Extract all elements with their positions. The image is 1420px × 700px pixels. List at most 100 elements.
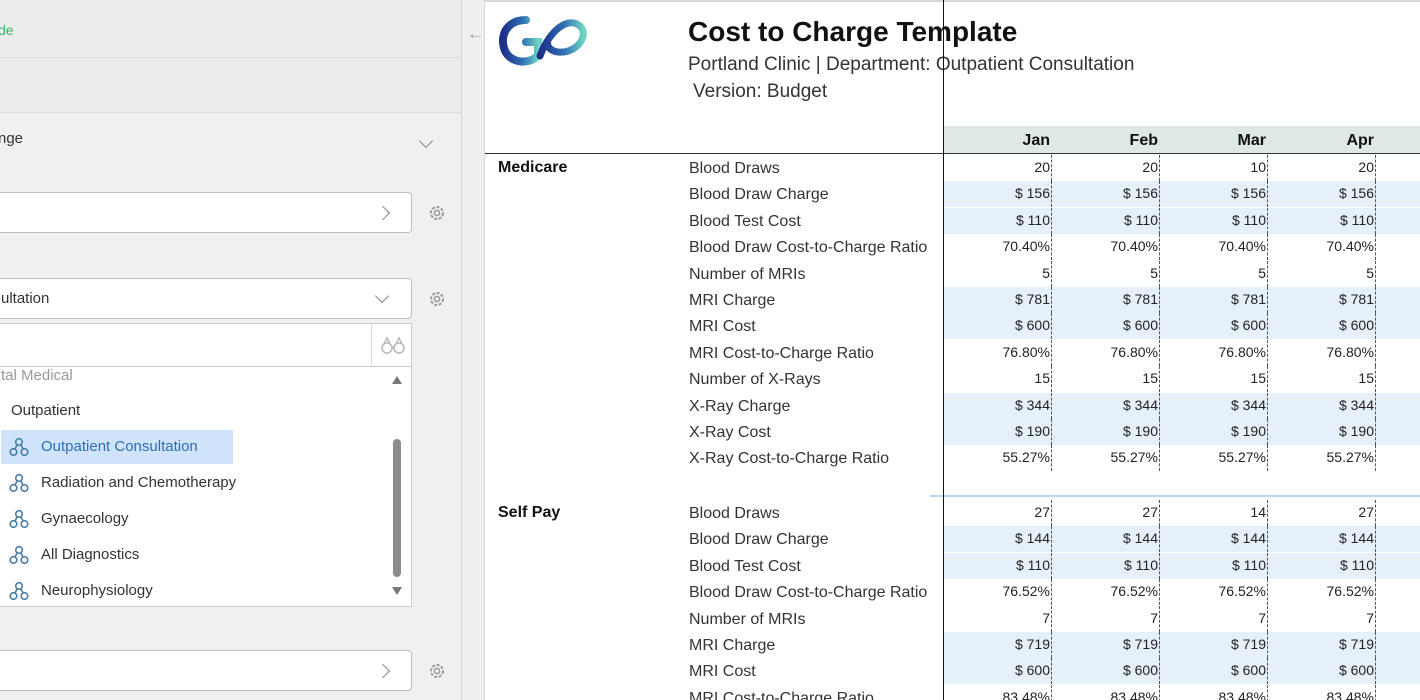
table-cell[interactable]: 70.40% xyxy=(1002,238,1050,255)
table-cell[interactable]: $ 344 xyxy=(1122,396,1158,413)
table-cell[interactable]: $ 110 xyxy=(1232,556,1266,573)
table-cell[interactable]: 55.27% xyxy=(1002,449,1050,466)
tree-item-parent[interactable]: Outpatient xyxy=(11,402,81,419)
table-cell[interactable]: $ 600 xyxy=(1230,317,1266,334)
dropdown-select[interactable] xyxy=(0,58,461,149)
table-cell[interactable]: $ 344 xyxy=(1338,396,1374,413)
table-cell[interactable]: $ 156 xyxy=(1338,185,1374,202)
range-field[interactable] xyxy=(0,192,412,233)
filter-field[interactable] xyxy=(0,650,412,691)
table-cell[interactable]: 76.52% xyxy=(1218,583,1266,600)
table-cell[interactable]: $ 600 xyxy=(1338,662,1374,679)
table-cell[interactable]: 15 xyxy=(1250,370,1266,387)
table-cell[interactable]: $ 156 xyxy=(1014,185,1050,202)
table-cell[interactable]: 15 xyxy=(1034,370,1050,387)
chevron-right-icon[interactable] xyxy=(375,205,391,221)
table-cell[interactable]: 83.48% xyxy=(1218,688,1266,700)
binoculars-icon[interactable] xyxy=(380,336,406,356)
table-cell[interactable]: 76.52% xyxy=(1326,583,1374,600)
table-cell[interactable]: $ 144 xyxy=(1122,530,1158,547)
table-cell[interactable]: 70.40% xyxy=(1110,238,1158,255)
table-cell[interactable]: $ 344 xyxy=(1014,396,1050,413)
table-cell[interactable]: 76.52% xyxy=(1110,583,1158,600)
table-cell[interactable]: $ 781 xyxy=(1338,291,1374,307)
tree-search[interactable] xyxy=(0,323,412,367)
gear-icon[interactable] xyxy=(427,203,447,223)
department-field[interactable]: ultation xyxy=(0,278,412,319)
table-cell[interactable]: $ 781 xyxy=(1014,291,1050,307)
table-cell[interactable]: $ 110 xyxy=(1124,556,1158,573)
table-cell[interactable]: $ 110 xyxy=(1016,211,1050,228)
table-cell[interactable]: $ 781 xyxy=(1230,291,1266,307)
table-cell[interactable]: $ 144 xyxy=(1230,530,1266,547)
table-cell[interactable]: $ 110 xyxy=(1340,556,1374,573)
table-cell[interactable]: $ 781 xyxy=(1122,291,1158,307)
table-cell[interactable]: 7 xyxy=(1258,609,1266,626)
panel-splitter[interactable]: ← xyxy=(461,0,485,700)
table-cell[interactable]: 27 xyxy=(1034,504,1050,520)
table-cell[interactable]: 20 xyxy=(1358,159,1374,175)
table-cell[interactable]: $ 110 xyxy=(1232,211,1266,228)
table-cell[interactable]: 5 xyxy=(1042,264,1050,281)
table-cell[interactable]: 83.48% xyxy=(1002,688,1050,700)
table-cell[interactable]: $ 344 xyxy=(1230,396,1266,413)
table-cell[interactable]: $ 719 xyxy=(1230,636,1266,652)
gear-icon[interactable] xyxy=(427,289,447,309)
table-cell[interactable]: $ 190 xyxy=(1338,423,1374,439)
table-cell[interactable]: 70.40% xyxy=(1218,238,1266,255)
table-cell[interactable]: 5 xyxy=(1258,264,1266,281)
table-cell[interactable]: $ 600 xyxy=(1014,662,1050,679)
table-cell[interactable]: $ 144 xyxy=(1014,530,1050,547)
table-cell[interactable]: 55.27% xyxy=(1218,449,1266,466)
table-cell[interactable]: 83.48% xyxy=(1110,688,1158,700)
chevron-down-icon[interactable] xyxy=(374,288,390,304)
table-cell[interactable]: $ 156 xyxy=(1230,185,1266,202)
table-cell[interactable]: 7 xyxy=(1042,609,1050,626)
tree-item-partial[interactable]: tal Medical xyxy=(1,367,73,384)
table-cell[interactable]: 7 xyxy=(1366,609,1374,626)
table-cell[interactable]: 5 xyxy=(1366,264,1374,281)
table-cell[interactable]: 76.80% xyxy=(1110,343,1158,360)
table-cell[interactable]: $ 190 xyxy=(1014,423,1050,439)
scroll-down-icon[interactable] xyxy=(392,587,402,595)
table-cell[interactable]: 55.27% xyxy=(1326,449,1374,466)
table-cell[interactable]: 55.27% xyxy=(1110,449,1158,466)
table-cell[interactable]: 20 xyxy=(1142,159,1158,175)
table-cell[interactable]: $ 600 xyxy=(1014,317,1050,334)
table-cell[interactable]: 76.80% xyxy=(1002,343,1050,360)
table-cell[interactable]: 27 xyxy=(1358,504,1374,520)
chevron-down-icon[interactable] xyxy=(418,133,434,149)
table-cell[interactable]: 76.80% xyxy=(1218,343,1266,360)
table-cell[interactable]: $ 190 xyxy=(1230,423,1266,439)
table-cell[interactable]: 70.40% xyxy=(1326,238,1374,255)
table-cell[interactable]: 15 xyxy=(1142,370,1158,387)
scroll-up-icon[interactable] xyxy=(392,376,402,384)
table-cell[interactable]: 7 xyxy=(1150,609,1158,626)
table-cell[interactable]: 10 xyxy=(1250,159,1266,175)
table-cell[interactable]: 20 xyxy=(1034,159,1050,175)
scrollbar-thumb[interactable] xyxy=(393,439,401,577)
table-cell[interactable]: $ 144 xyxy=(1338,530,1374,547)
gear-icon[interactable] xyxy=(427,661,447,681)
table-cell[interactable]: 5 xyxy=(1150,264,1158,281)
table-cell[interactable]: $ 719 xyxy=(1122,636,1158,652)
table-cell[interactable]: 83.48% xyxy=(1326,688,1374,700)
chevron-right-icon[interactable] xyxy=(375,663,391,679)
table-cell[interactable]: 14 xyxy=(1250,504,1266,520)
table-cell[interactable]: $ 110 xyxy=(1124,211,1158,228)
table-cell[interactable]: $ 600 xyxy=(1122,662,1158,679)
table-cell[interactable]: $ 156 xyxy=(1122,185,1158,202)
table-cell[interactable]: $ 600 xyxy=(1230,662,1266,679)
table-cell[interactable]: $ 719 xyxy=(1014,636,1050,652)
table-cell[interactable]: $ 719 xyxy=(1338,636,1374,652)
table-cell[interactable]: 76.52% xyxy=(1002,583,1050,600)
table-cell[interactable]: 76.80% xyxy=(1326,343,1374,360)
table-cell[interactable]: $ 190 xyxy=(1122,423,1158,439)
table-cell[interactable]: $ 110 xyxy=(1340,211,1374,228)
arrow-left-icon[interactable]: ← xyxy=(467,24,484,43)
table-cell[interactable]: $ 600 xyxy=(1122,317,1158,334)
table-cell[interactable]: $ 600 xyxy=(1338,317,1374,334)
table-cell[interactable]: 15 xyxy=(1358,370,1374,387)
table-cell[interactable]: $ 110 xyxy=(1016,556,1050,573)
table-cell[interactable]: 27 xyxy=(1142,504,1158,520)
